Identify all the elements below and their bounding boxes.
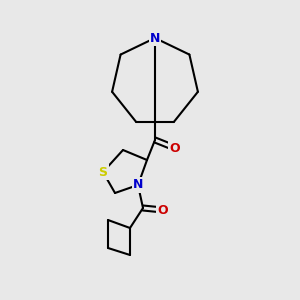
Text: N: N <box>133 178 143 191</box>
Text: N: N <box>150 32 160 44</box>
Text: S: S <box>98 166 107 178</box>
Text: O: O <box>170 142 180 154</box>
Text: O: O <box>158 203 168 217</box>
